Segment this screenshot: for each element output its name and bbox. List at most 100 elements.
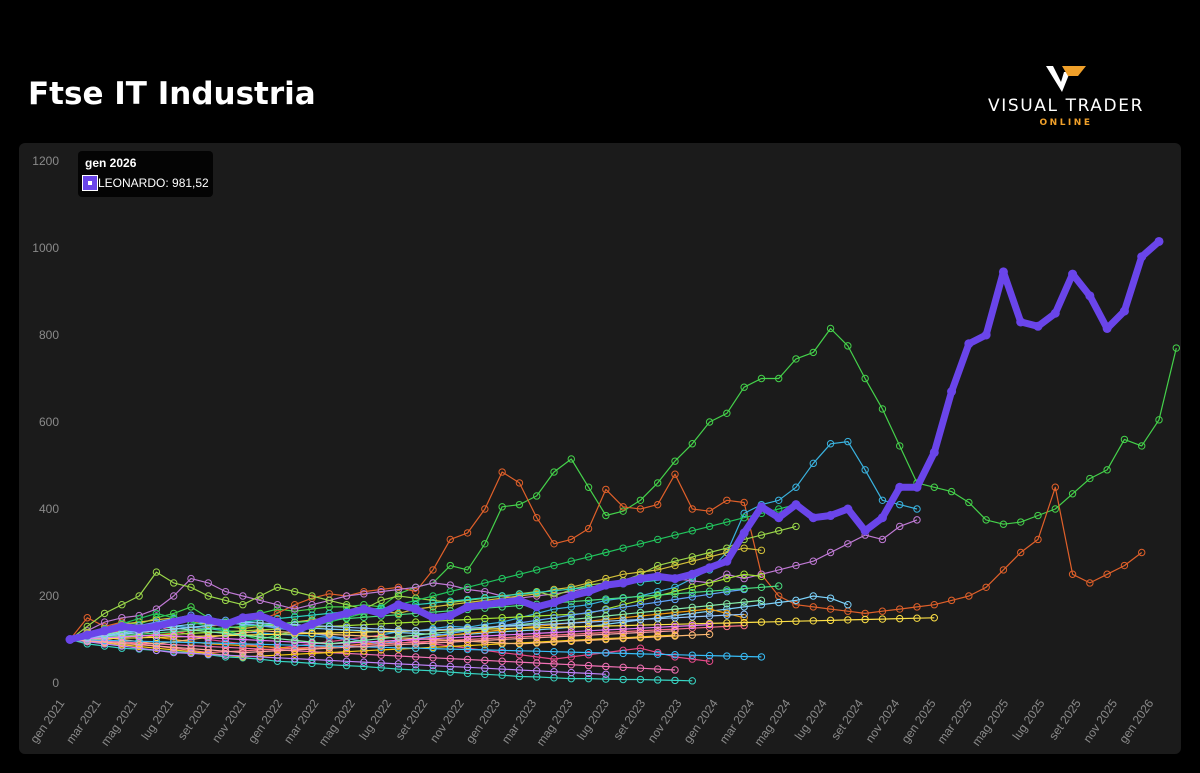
data-point [187,649,195,658]
highlight-point[interactable] [998,267,1008,277]
data-point [394,641,403,649]
highlight-point[interactable] [1137,252,1147,262]
highlight-point[interactable] [774,513,784,523]
highlight-point[interactable] [964,339,974,349]
series-path [69,613,745,641]
highlight-point[interactable] [756,502,766,512]
highlight-point[interactable] [65,635,75,644]
highlight-point[interactable] [324,613,334,623]
data-point [654,591,662,599]
data-point [360,662,368,671]
data-point [1017,518,1025,526]
logo-text: VISUAL TRADER [988,96,1144,116]
highlight-point[interactable] [151,621,161,631]
highlight-point[interactable] [877,513,887,523]
highlight-point[interactable] [653,571,663,581]
highlight-point[interactable] [134,624,144,634]
highlight-point[interactable] [290,626,300,636]
highlight-point[interactable] [1016,317,1026,327]
data-point [533,639,541,647]
highlight-point[interactable] [445,611,455,621]
highlight-point[interactable] [1050,308,1060,318]
highlight-point[interactable] [1085,291,1095,301]
highlight-point[interactable] [100,626,110,636]
x-tick-label: gen 2023 [463,696,503,745]
highlight-point[interactable] [860,526,870,536]
data-point [256,592,264,600]
highlight-point[interactable] [1033,321,1043,331]
data-point [723,570,731,578]
y-tick-label: 800 [39,328,59,342]
data-point [515,640,524,648]
highlight-point[interactable] [912,482,922,492]
data-point [636,496,645,504]
highlight-point[interactable] [670,574,680,584]
highlight-point[interactable] [186,613,196,623]
highlight-point[interactable] [1068,269,1078,279]
highlight-point[interactable] [82,630,92,640]
highlight-point[interactable] [722,556,732,566]
highlight-point[interactable] [376,608,386,618]
data-point [602,622,610,630]
highlight-point[interactable] [549,598,559,608]
highlight-point[interactable] [1102,323,1112,333]
data-point [204,579,212,587]
highlight-point[interactable] [342,608,352,618]
highlight-point[interactable] [981,330,991,340]
highlight-point[interactable] [169,617,179,627]
highlight-point[interactable] [255,611,265,621]
data-point [360,590,368,598]
highlight-point[interactable] [584,587,594,597]
highlight-point[interactable] [705,563,715,573]
data-point [584,614,593,622]
highlight-point[interactable] [929,447,939,457]
highlight-point[interactable] [826,511,836,521]
data-point [671,653,679,661]
highlight-point[interactable] [307,619,317,629]
data-point [1017,548,1025,557]
highlight-point[interactable] [601,580,611,590]
highlight-point[interactable] [514,595,524,605]
highlight-point[interactable] [428,613,438,623]
highlight-point[interactable] [272,617,282,627]
highlight-point[interactable] [480,600,490,610]
highlight-point[interactable] [238,613,248,623]
highlight-point[interactable] [808,513,818,523]
highlight-point[interactable] [1154,236,1164,246]
highlight-point[interactable] [895,482,905,492]
data-point [291,650,299,658]
data-point [654,500,662,509]
highlight-point[interactable] [791,500,801,510]
data-point [636,650,645,658]
data-point [567,668,575,677]
highlight-point[interactable] [221,619,231,629]
data-point [619,634,627,643]
highlight-point[interactable] [635,574,645,584]
data-point [533,514,541,522]
highlight-point[interactable] [1119,306,1129,316]
data-point [394,626,403,634]
data-point [636,596,645,605]
data-point [429,634,437,643]
highlight-point[interactable] [393,600,403,610]
highlight-point[interactable] [687,569,697,579]
highlight-point[interactable] [532,602,542,612]
highlight-point[interactable] [463,602,473,612]
highlight-point[interactable] [359,604,369,614]
data-point [221,651,230,659]
highlight-point[interactable] [411,604,421,614]
data-point [671,614,679,622]
highlight-point[interactable] [117,621,127,631]
highlight-point[interactable] [497,598,507,608]
data-point [221,639,230,648]
highlight-point[interactable] [566,591,576,601]
data-point [239,622,247,631]
highlight-point[interactable] [739,528,749,538]
highlight-point[interactable] [618,578,628,588]
data-point [654,676,662,684]
highlight-point[interactable] [843,504,853,514]
highlight-point[interactable] [947,387,957,397]
data-point [325,622,333,631]
highlight-point[interactable] [203,615,213,625]
